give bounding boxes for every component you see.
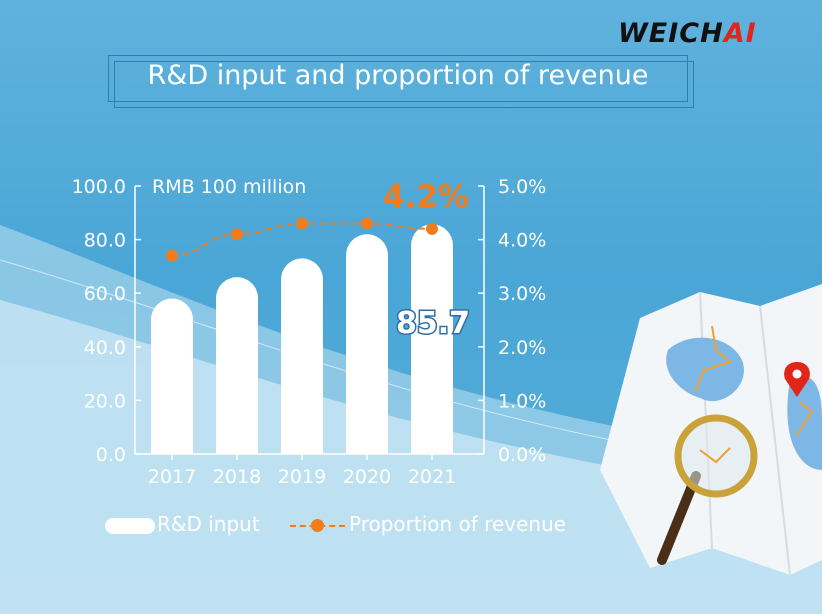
right-axis-tick-label: 0.0%: [498, 444, 546, 466]
bar-2018: [216, 277, 258, 454]
bar-2021: [411, 224, 453, 454]
left-axis-tick-label: 60.0: [84, 283, 126, 305]
left-axis-tick-label: 80.0: [84, 230, 126, 252]
background-wave-pale: [0, 300, 822, 614]
x-axis-tick-label: 2019: [278, 466, 326, 488]
left-axis-tick-label: 0.0: [96, 444, 126, 466]
brand-logo: WEICHAI: [618, 18, 757, 49]
x-axis-tick-label: 2018: [213, 466, 261, 488]
proportion-point-2021: [426, 222, 438, 235]
left-axis-tick-label: 20.0: [84, 390, 126, 412]
legend-label-rd-input: R&D input: [157, 512, 260, 536]
proportion-point-2018: [231, 228, 243, 241]
left-axis-tick-label: 100.0: [72, 176, 126, 198]
proportion-point-2017: [166, 249, 178, 262]
left-axis-tick-label: 40.0: [84, 337, 126, 359]
proportion-point-2019: [296, 217, 308, 230]
right-axis-tick-label: 5.0%: [498, 176, 546, 198]
map-illustration-icon: [600, 284, 822, 576]
legend-dot-swatch: [311, 519, 324, 532]
bar-2019: [281, 258, 323, 454]
right-axis-tick-label: 4.0%: [498, 230, 546, 252]
legend-bar-swatch: [105, 518, 155, 534]
x-axis-tick-label: 2021: [408, 466, 456, 488]
legend-label-proportion: Proportion of revenue: [349, 512, 567, 536]
right-axis-tick-label: 3.0%: [498, 283, 546, 305]
left-axis-label: RMB 100 million: [152, 176, 306, 198]
x-axis-tick-label: 2017: [148, 466, 196, 488]
chart-title: R&D input and proportion of revenue: [147, 60, 649, 91]
x-axis-tick-label: 2020: [343, 466, 391, 488]
right-axis-tick-label: 1.0%: [498, 390, 546, 412]
title-frame: R&D input and proportion of revenue: [108, 55, 694, 108]
bar-value-label-2021: 85.7: [396, 306, 470, 341]
proportion-point-2020: [361, 217, 373, 230]
right-axis-tick-label: 2.0%: [498, 337, 546, 359]
bar-2017: [151, 298, 193, 454]
bar-2020: [346, 234, 388, 454]
proportion-value-label-2021: 4.2%: [383, 179, 469, 215]
